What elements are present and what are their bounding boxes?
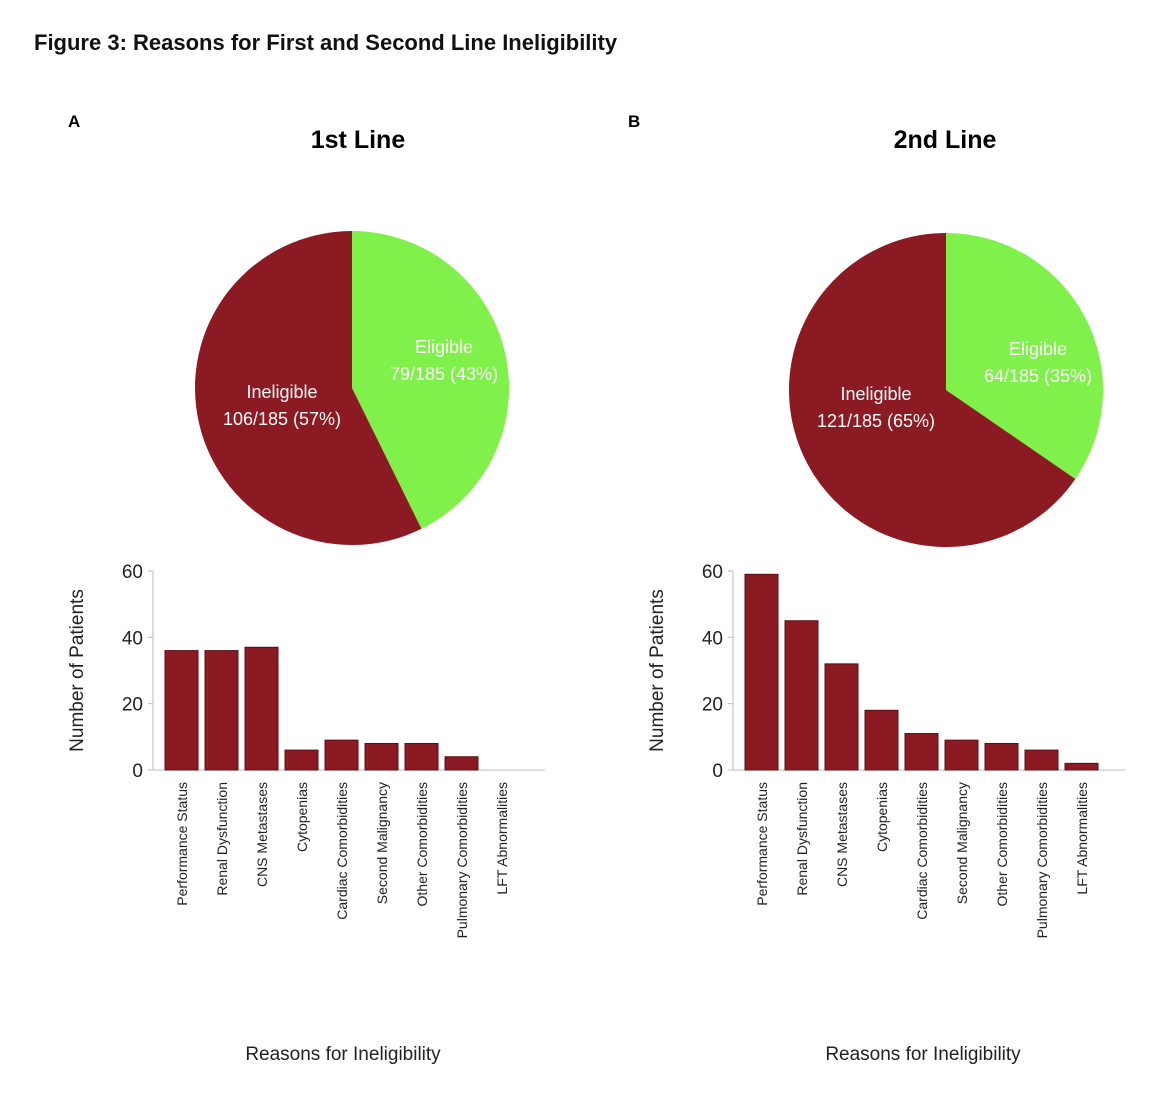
bar <box>744 573 779 771</box>
x-tick-label: Pulmonary Comorbidities <box>1034 782 1050 938</box>
bar <box>324 739 359 771</box>
pie-label: Ineligible <box>246 382 317 402</box>
x-tick-label: Renal Dysfunction <box>214 782 230 896</box>
pie-label: Ineligible <box>840 384 911 404</box>
x-tick-label: Cardiac Comorbidities <box>334 782 350 920</box>
y-tick-label: 0 <box>712 761 723 782</box>
pie-label: Eligible <box>415 337 473 357</box>
x-tick-label: Second Malignancy <box>374 782 390 904</box>
x-axis-label: Reasons for Ineligibility <box>825 1044 1021 1065</box>
bar <box>864 709 899 771</box>
x-tick-label: Pulmonary Comorbidities <box>454 782 470 938</box>
x-tick-label: Cardiac Comorbidities <box>914 782 930 920</box>
x-tick-label: Other Comorbidities <box>414 782 430 907</box>
bar <box>164 650 199 771</box>
x-tick-label: Cytopenias <box>294 782 310 852</box>
x-tick-label: Cytopenias <box>874 782 890 852</box>
figure-title: Figure 3: Reasons for First and Second L… <box>34 30 618 55</box>
bar <box>984 742 1019 771</box>
x-tick-label: LFT Abnormalities <box>494 782 510 895</box>
y-axis-label: Number of Patients <box>67 589 88 752</box>
bar <box>904 733 939 771</box>
bar <box>824 663 859 771</box>
y-tick-label: 0 <box>132 761 143 782</box>
pie-slice-ineligible <box>194 231 422 545</box>
bar <box>204 650 239 771</box>
bar <box>244 646 279 771</box>
x-tick-label: Performance Status <box>174 782 190 906</box>
bar <box>444 756 479 771</box>
bar <box>1064 762 1099 771</box>
pie-value-label: 79/185 (43%) <box>390 364 498 384</box>
x-tick-label: Second Malignancy <box>954 782 970 904</box>
y-tick-label: 40 <box>122 628 143 649</box>
bar <box>944 739 979 771</box>
pie-value-label: 121/185 (65%) <box>817 411 935 431</box>
y-axis-label: Number of Patients <box>647 589 668 752</box>
y-tick-label: 20 <box>122 695 143 716</box>
bar <box>1024 749 1059 771</box>
pie-slice-ineligible <box>789 233 1076 547</box>
panel-label-b: B <box>628 112 641 131</box>
y-tick-label: 40 <box>702 628 723 649</box>
pie-value-label: 106/185 (57%) <box>223 409 341 429</box>
pie-title-2nd-line: 2nd Line <box>893 126 997 154</box>
pie-title-1st-line: 1st Line <box>310 126 406 154</box>
y-tick-label: 60 <box>122 562 143 583</box>
y-tick-label: 60 <box>702 562 723 583</box>
x-tick-label: Performance Status <box>754 782 770 906</box>
x-tick-label: Other Comorbidities <box>994 782 1010 907</box>
x-tick-label: LFT Abnormalities <box>1074 782 1090 895</box>
x-tick-label: Renal Dysfunction <box>794 782 810 896</box>
bar <box>784 620 819 771</box>
x-tick-label: CNS Metastases <box>834 782 850 887</box>
x-axis-label: Reasons for Ineligibility <box>245 1044 441 1065</box>
x-tick-label: CNS Metastases <box>254 782 270 887</box>
pie-value-label: 64/185 (35%) <box>984 366 1092 386</box>
pie-slice-eligible <box>946 233 1103 480</box>
pie-slice-eligible <box>352 231 509 529</box>
bar <box>404 742 439 771</box>
bar <box>284 749 319 771</box>
bar <box>364 742 399 771</box>
panel-label-a: A <box>68 112 81 131</box>
y-tick-label: 20 <box>702 695 723 716</box>
pie-label: Eligible <box>1009 339 1067 359</box>
